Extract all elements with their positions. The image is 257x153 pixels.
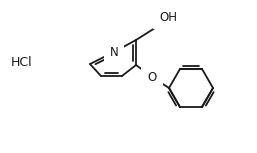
Text: HCl: HCl (11, 56, 33, 69)
Text: O: O (147, 71, 157, 84)
Text: OH: OH (159, 11, 177, 24)
Text: N: N (110, 45, 118, 58)
